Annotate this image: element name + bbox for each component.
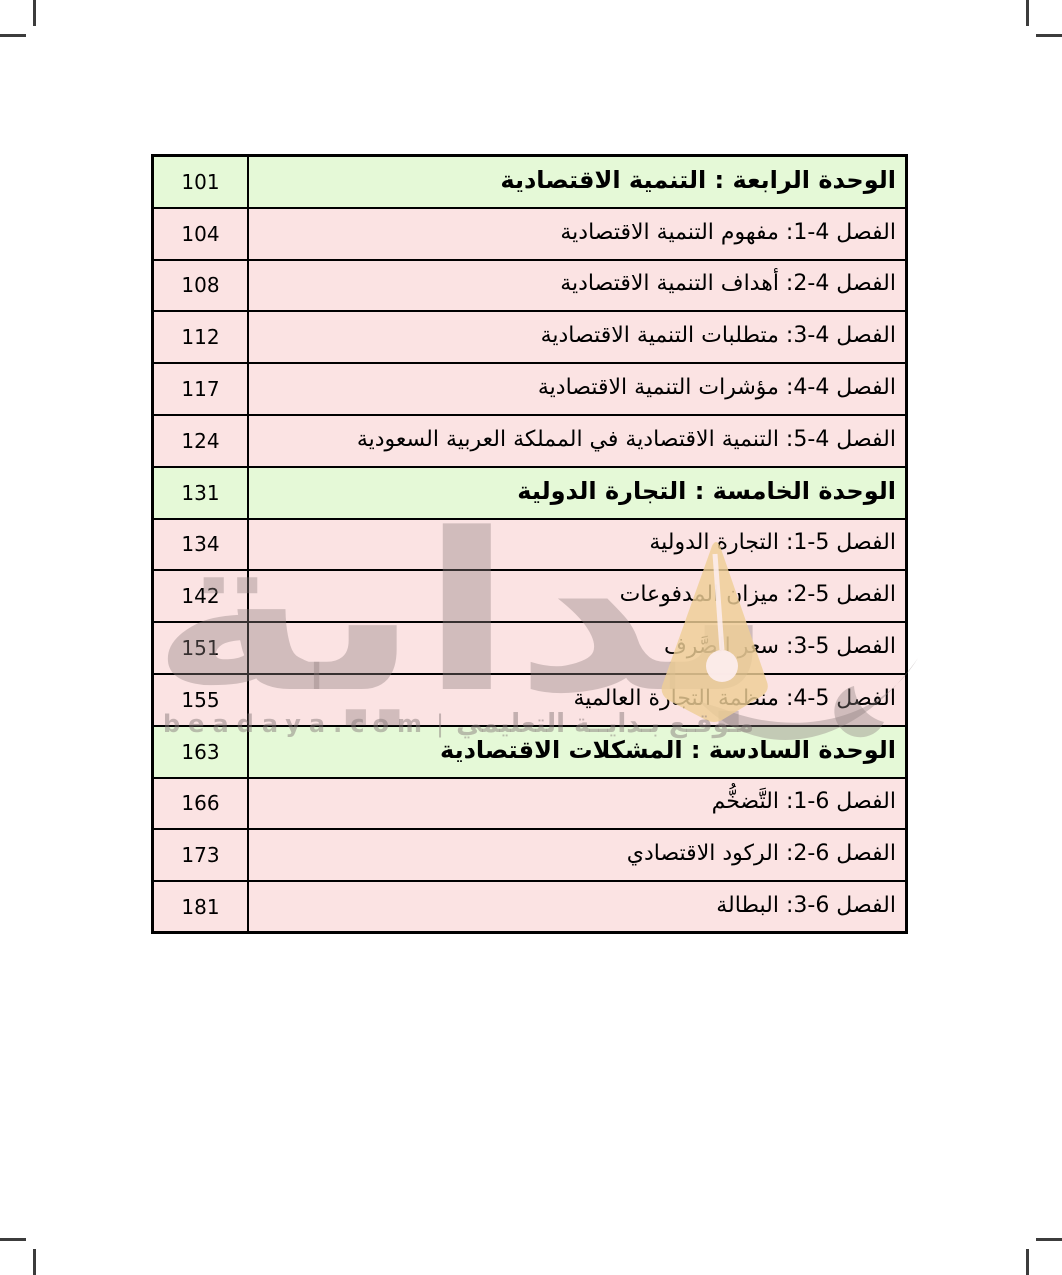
page-number: 166 [181, 791, 220, 816]
row-title: الفصل 5-3: سعر الصَّرف [663, 634, 896, 660]
page-number-cell: 173 [154, 830, 249, 881]
page-number: 117 [181, 377, 220, 402]
page-number-cell: 104 [154, 208, 249, 259]
page-number-cell: 181 [154, 882, 249, 932]
row-title: الفصل 4-4: مؤشرات التنمية الاقتصادية [537, 375, 896, 401]
title-cell: الفصل 5-1: التجارة الدولية [249, 520, 905, 570]
page-number-cell: 155 [154, 674, 249, 725]
row-title: الوحدة السادسة : المشكلات الاقتصادية [440, 736, 896, 765]
crop-mark-top-right-horizontal [1036, 34, 1062, 37]
row-title: الفصل 4-3: متطلبات التنمية الاقتصادية [540, 323, 896, 349]
page-number: 108 [181, 273, 220, 298]
title-cell: الوحدة الرابعة : التنمية الاقتصادية [249, 157, 905, 207]
page-number: 131 [181, 480, 220, 505]
crop-mark-bottom-right-horizontal [1036, 1238, 1062, 1241]
table-row: 108 الفصل 4-2: أهداف التنمية الاقتصادية [154, 260, 905, 313]
title-cell: الفصل 4-5: التنمية الاقتصادية في المملكة… [249, 416, 905, 466]
row-title: الفصل 5-2: ميزان المدفوعات [619, 582, 896, 608]
table-row: 142 الفصل 5-2: ميزان المدفوعات [154, 571, 905, 624]
toc-table: 101 الوحدة الرابعة : التنمية الاقتصادية … [151, 154, 908, 935]
table-row: 131 الوحدة الخامسة : التجارة الدولية [154, 467, 905, 520]
crop-mark-bottom-left-vertical [33, 1249, 36, 1275]
table-row: 151 الفصل 5-3: سعر الصَّرف [154, 623, 905, 675]
page-number-cell: 108 [154, 260, 249, 311]
title-cell: الفصل 5-4: منظمة التجارة العالمية [249, 675, 905, 725]
row-title: الفصل 5-4: منظمة التجارة العالمية [573, 685, 896, 711]
crop-mark-bottom-left-horizontal [0, 1238, 26, 1241]
page-number-cell: 134 [154, 519, 249, 570]
title-cell: الفصل 4-3: متطلبات التنمية الاقتصادية [249, 312, 905, 362]
table-row: 181 الفصل 6-3: البطالة [154, 882, 905, 932]
table-row: 104 الفصل 4-1: مفهوم التنمية الاقتصادية [154, 208, 905, 261]
title-cell: الفصل 5-3: سعر الصَّرف [249, 623, 905, 673]
table-row: 166 الفصل 6-1: التَّضخُّم [154, 778, 905, 831]
page-number: 173 [181, 843, 220, 868]
table-row: 117 الفصل 4-4: مؤشرات التنمية الاقتصادية [154, 364, 905, 416]
page-number: 134 [181, 532, 220, 557]
page-number-cell: 101 [154, 157, 249, 207]
toc-table-body: 101 الوحدة الرابعة : التنمية الاقتصادية … [154, 157, 905, 932]
title-cell: الوحدة السادسة : المشكلات الاقتصادية [249, 727, 905, 777]
row-title: الفصل 5-1: التجارة الدولية [649, 530, 896, 556]
page-number: 104 [181, 221, 220, 246]
page-number-cell: 142 [154, 571, 249, 622]
row-title: الوحدة الرابعة : التنمية الاقتصادية [500, 166, 896, 195]
crop-mark-top-left-horizontal [0, 34, 26, 37]
page-number-cell: 112 [154, 312, 249, 363]
page-number: 163 [181, 739, 220, 764]
row-title: الفصل 6-1: التَّضخُّم [711, 789, 896, 815]
row-title: الفصل 4-1: مفهوم التنمية الاقتصادية [560, 219, 896, 245]
row-title: الفصل 6-2: الركود الاقتصادي [626, 841, 896, 867]
crop-mark-top-right-vertical [1026, 0, 1029, 26]
crop-mark-top-left-vertical [33, 0, 36, 26]
title-cell: الفصل 5-2: ميزان المدفوعات [249, 571, 905, 621]
table-row: 173 الفصل 6-2: الركود الاقتصادي [154, 830, 905, 883]
title-cell: الفصل 6-3: البطالة [249, 882, 905, 931]
page-number-cell: 151 [154, 623, 249, 673]
table-row: 112 الفصل 4-3: متطلبات التنمية الاقتصادي… [154, 312, 905, 365]
table-row: 101 الوحدة الرابعة : التنمية الاقتصادية [154, 157, 905, 209]
row-title: الفصل 4-5: التنمية الاقتصادية في المملكة… [356, 426, 896, 452]
title-cell: الفصل 6-1: التَّضخُّم [249, 779, 905, 829]
page-number: 181 [181, 894, 220, 919]
row-title: الفصل 6-3: البطالة [716, 892, 896, 918]
page-number-cell: 166 [154, 778, 249, 829]
table-row: 124 الفصل 4-5: التنمية الاقتصادية في الم… [154, 415, 905, 468]
page-number: 124 [181, 428, 220, 453]
table-row: 155 الفصل 5-4: منظمة التجارة العالمية [154, 674, 905, 727]
page-number: 151 [181, 636, 220, 661]
page-number-cell: 163 [154, 726, 249, 777]
page-number-cell: 131 [154, 467, 249, 518]
page-number: 155 [181, 687, 220, 712]
row-title: الوحدة الخامسة : التجارة الدولية [517, 477, 896, 506]
title-cell: الفصل 4-1: مفهوم التنمية الاقتصادية [249, 209, 905, 259]
title-cell: الفصل 4-4: مؤشرات التنمية الاقتصادية [249, 364, 905, 414]
page-number-cell: 117 [154, 364, 249, 414]
page-number: 101 [181, 169, 220, 194]
title-cell: الوحدة الخامسة : التجارة الدولية [249, 468, 905, 518]
page-number-cell: 124 [154, 415, 249, 466]
title-cell: الفصل 4-2: أهداف التنمية الاقتصادية [249, 261, 905, 311]
page-number: 112 [181, 325, 220, 350]
table-row: 134 الفصل 5-1: التجارة الدولية [154, 519, 905, 572]
page-number: 142 [181, 584, 220, 609]
crop-mark-bottom-right-vertical [1026, 1249, 1029, 1275]
title-cell: الفصل 6-2: الركود الاقتصادي [249, 830, 905, 880]
row-title: الفصل 4-2: أهداف التنمية الاقتصادية [560, 271, 896, 297]
table-row: 163 الوحدة السادسة : المشكلات الاقتصادية [154, 726, 905, 779]
